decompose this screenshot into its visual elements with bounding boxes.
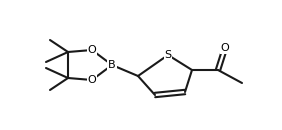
Text: O: O [88,45,96,55]
Text: O: O [221,43,229,53]
Text: O: O [88,75,96,85]
Text: B: B [108,60,116,70]
Text: S: S [164,50,171,60]
